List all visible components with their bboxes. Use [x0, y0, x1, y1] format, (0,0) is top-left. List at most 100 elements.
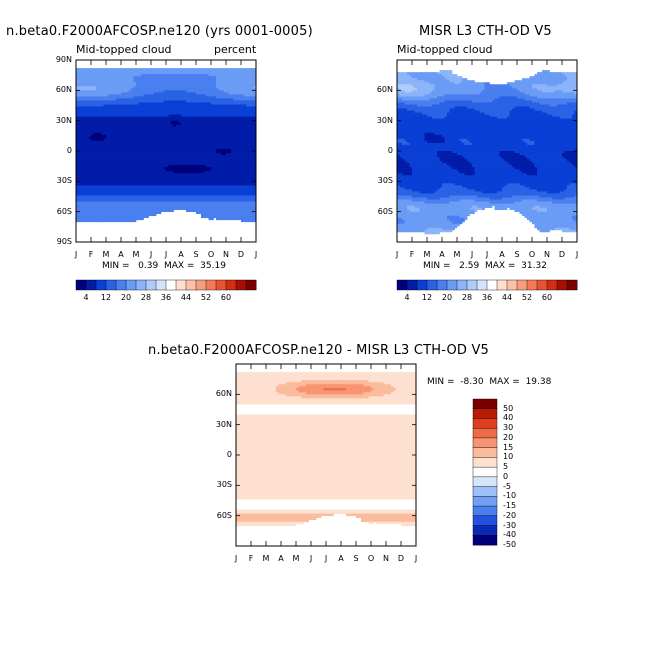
model-cell [211, 138, 214, 142]
model-cell [91, 112, 94, 115]
model-cell [216, 144, 219, 148]
model-cell [113, 187, 117, 190]
model-cell [81, 76, 84, 79]
model-cell [221, 70, 224, 73]
model-cell [181, 185, 184, 188]
model-cell [173, 114, 177, 117]
model-cell [253, 169, 257, 172]
model-cell [138, 106, 142, 109]
model-cell [153, 94, 157, 97]
model-cell [108, 114, 112, 117]
model-cell [91, 104, 94, 107]
model-cell [158, 195, 162, 198]
model-cell [233, 128, 237, 132]
model-cell [83, 90, 87, 93]
model-cell [113, 189, 117, 192]
model-cell [118, 78, 122, 81]
model-cell [206, 155, 209, 158]
model-cell [161, 153, 164, 156]
model-cell [126, 106, 129, 109]
model-cell [78, 140, 82, 144]
model-cell [228, 142, 232, 146]
model-cell [248, 68, 252, 71]
model-cell [98, 104, 102, 107]
model-cell [151, 112, 154, 115]
model-cell [193, 155, 197, 158]
model-cell [158, 159, 162, 162]
model-cell [178, 104, 182, 107]
model-cell [126, 76, 129, 79]
model-cell [163, 100, 167, 103]
model-cell [203, 86, 207, 89]
model-cell [151, 80, 154, 83]
model-cell [131, 112, 134, 115]
model-cell [106, 177, 109, 180]
model-cell [133, 74, 137, 77]
model-cell [196, 155, 199, 158]
model-cell [91, 199, 94, 202]
model-cell [246, 100, 249, 103]
model-cell [131, 165, 134, 168]
model-cell [133, 94, 137, 97]
model-cell [226, 128, 229, 132]
model-cell [193, 130, 197, 134]
model-cell [123, 187, 127, 190]
model-cell [208, 136, 212, 140]
model-cell [161, 205, 164, 208]
model-cell [181, 124, 184, 128]
model-cell [223, 177, 227, 180]
model-cell [233, 140, 237, 144]
model-cell [126, 181, 129, 184]
model-cell [123, 179, 127, 182]
model-cell [216, 175, 219, 178]
model-cell [198, 167, 202, 170]
model-cell [201, 130, 204, 134]
model-cell [98, 138, 102, 142]
model-cell [168, 134, 172, 138]
model-cell [143, 70, 147, 73]
model-cell [128, 142, 132, 146]
model-cell [138, 185, 142, 188]
model-cell [141, 82, 144, 85]
model-cell [93, 96, 97, 99]
model-cell [233, 201, 237, 204]
model-cell [203, 197, 207, 200]
model-cell [171, 183, 174, 186]
model-cell [158, 197, 162, 200]
model-cell [228, 100, 232, 103]
model-cell [138, 199, 142, 202]
model-cell [78, 203, 82, 206]
model-cell [196, 161, 199, 164]
model-cell [146, 165, 149, 168]
model-cell [173, 98, 177, 101]
model-cell [166, 128, 169, 132]
model-cell [126, 151, 129, 154]
model-cell [191, 130, 194, 134]
model-cell [231, 76, 234, 79]
model-cell [111, 199, 114, 202]
model-cell [231, 142, 234, 146]
model-cell [81, 187, 84, 190]
model-cell [128, 134, 132, 138]
model-cell [116, 98, 119, 101]
model-cell [116, 201, 119, 204]
model-cell [243, 104, 247, 107]
model-cell [96, 116, 99, 119]
model-cell [141, 108, 144, 111]
model-cell [91, 74, 94, 77]
model-cell [248, 193, 252, 196]
model-cell [98, 76, 102, 79]
model-cell [218, 146, 222, 150]
model-cell [113, 197, 117, 200]
model-cell [233, 106, 237, 109]
model-cell [203, 98, 207, 101]
model-cell [113, 153, 117, 156]
model-cell [108, 128, 112, 132]
model-cell [203, 175, 207, 178]
model-cell [191, 187, 194, 190]
model-cell [118, 136, 122, 140]
model-cell [246, 193, 249, 196]
model-cell [141, 116, 144, 119]
model-cell [203, 140, 207, 144]
model-cell [178, 175, 182, 178]
